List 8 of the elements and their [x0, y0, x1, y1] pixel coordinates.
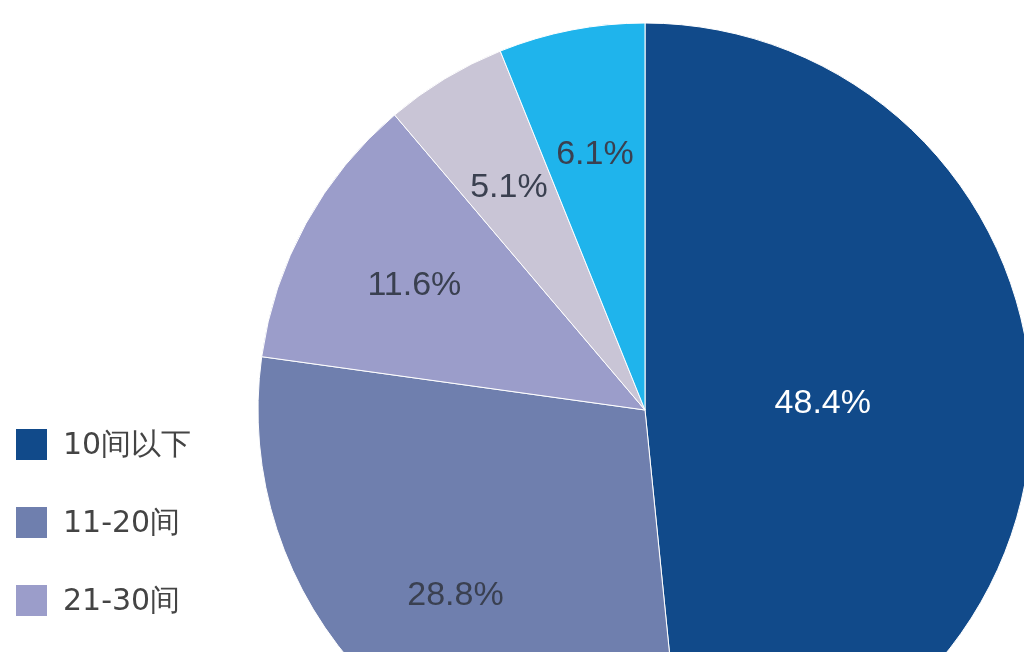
legend-label: 11-20间 — [63, 502, 181, 541]
data-label: 6.1% — [556, 132, 634, 171]
data-label: 11.6% — [367, 264, 462, 303]
legend-label: 21-30间 — [63, 580, 181, 619]
data-label: 28.8% — [407, 573, 504, 612]
legend-label: 10间以下 — [63, 424, 192, 463]
data-label: 5.1% — [470, 165, 548, 204]
data-label: 48.4% — [774, 382, 871, 421]
